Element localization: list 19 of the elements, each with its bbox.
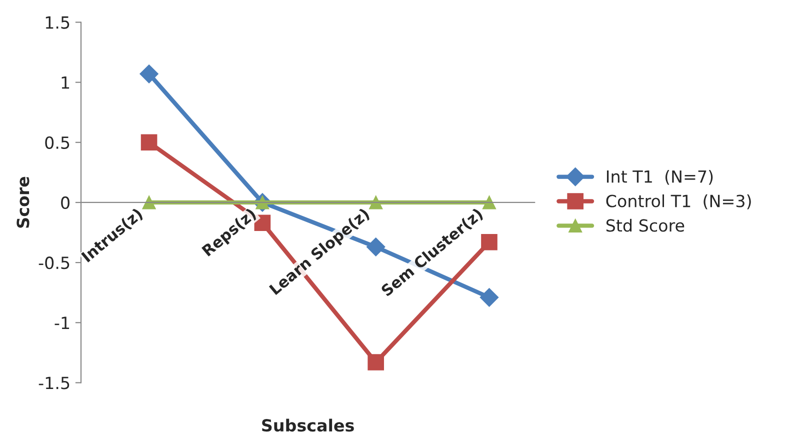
y-tick-label: -1 (54, 316, 70, 329)
point (140, 64, 158, 84)
point (140, 134, 158, 151)
point (142, 196, 156, 210)
y-tick-label: 0 (61, 196, 70, 210)
y-tick-label: 0.5 (45, 136, 70, 149)
y-tick-label: -0.5 (38, 256, 70, 270)
y-tick-label: 1 (62, 76, 70, 89)
legend-label: Int T1 (N=7) (606, 170, 713, 185)
y-axis-title: Score (16, 176, 30, 228)
point (480, 288, 499, 307)
legend-label: Control T1 (N=3) (606, 194, 751, 210)
legend-label: Std Score (606, 218, 684, 232)
point (369, 196, 383, 210)
point (482, 196, 496, 210)
y-tick-label: 1.5 (46, 16, 70, 29)
y-tick-label: -1.5 (38, 376, 70, 390)
point (368, 354, 384, 370)
x-axis-title: Subscales (262, 418, 354, 432)
